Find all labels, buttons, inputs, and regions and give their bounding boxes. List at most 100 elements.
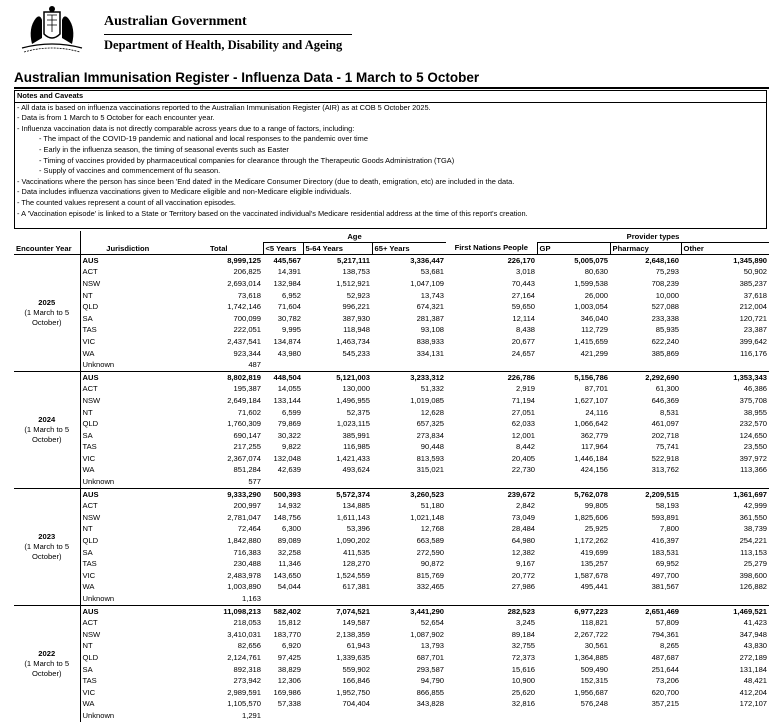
value-cell [263,476,303,488]
value-cell: 1,415,659 [574,336,609,346]
value-cell [303,593,372,605]
table-row: QLD 2,124,761 97,425 1,339,635 687,701 72,373… [14,652,769,664]
value-cell: 32,258 [277,547,301,557]
value-cell: 226,170 [446,253,538,267]
jurisdiction-cell: ACT [82,267,98,277]
table-row: Unknown 1,163 [14,593,769,605]
value-cell [303,710,372,722]
value-cell: 7,074,521 [303,604,372,618]
value-cell: 10,000 [655,290,680,300]
value-cell: 577 [248,477,261,487]
value-cell: 272,590 [416,547,445,557]
value-cell: 1,066,642 [574,419,609,429]
value-cell: 50,902 [743,267,768,277]
column-header: Pharmacy [609,242,682,255]
value-cell: 28,484 [511,524,536,534]
jurisdiction-cell: TAS [82,559,97,569]
value-cell [446,593,537,605]
value-cell: 120,721 [739,313,768,323]
jurisdiction-cell: QLD [82,536,99,546]
value-cell: 149,587 [342,618,370,628]
value-cell: 334,131 [416,348,445,358]
value-cell: 71,194 [511,395,536,405]
table-row: WA 851,284 42,639 493,624 315,021 22,730 424,1… [14,465,769,477]
column-header: Jurisdiction [80,231,175,255]
table-row: VIC 2,367,074 132,048 1,421,433 813,593 20,40… [14,453,769,465]
group-header: Provider types [537,231,770,243]
value-cell: 412,204 [739,687,768,697]
value-cell: 838,933 [416,336,445,346]
value-cell: 399,642 [739,336,768,346]
value-cell: 497,700 [651,570,680,580]
value-cell: 1,512,921 [336,278,370,288]
value-cell: 8,802,819 [175,370,263,384]
value-cell: 5,572,374 [303,487,372,501]
value-cell [610,710,681,722]
value-cell: 48,421 [743,676,768,686]
crest [21,6,83,53]
value-cell: 487,687 [651,652,680,662]
value-cell: 143,650 [273,570,301,580]
value-cell: 617,381 [342,582,370,592]
value-cell: 851,284 [233,465,261,475]
jurisdiction-cell: NSW [82,512,101,522]
table-row: QLD 1,760,309 79,869 1,023,115 657,325 62,033… [14,418,769,430]
value-cell: 116,985 [343,442,370,452]
value-cell: 411,535 [343,547,370,557]
jurisdiction-cell: NT [82,641,93,651]
value-cell: 10,900 [511,676,536,686]
value-cell: 1,469,521 [681,604,770,618]
value-cell: 32,816 [511,699,536,709]
jurisdiction-cell: NT [82,407,93,417]
value-cell: 1,291 [241,710,261,720]
value-cell: 3,018 [516,267,536,277]
value-cell: 202,718 [651,430,680,440]
table-row: VIC 2,483,978 143,650 1,524,559 815,769 20,77… [14,570,769,582]
value-cell: 118,948 [343,325,370,335]
value-cell: 124,650 [739,430,768,440]
value-cell: 892,318 [233,664,261,674]
table-row: QLD 1,742,146 71,604 996,221 674,321 59,650 1,… [14,301,769,313]
jurisdiction-cell: QLD [82,419,99,429]
value-cell: 375,708 [739,395,768,405]
table-row: NSW 3,410,031 183,770 2,138,359 1,087,902 89,… [14,629,769,641]
value-cell: 493,624 [342,465,370,475]
value-cell: 582,402 [263,604,303,618]
jurisdiction-cell: NSW [82,395,101,405]
value-cell: 126,882 [739,582,768,592]
value-cell: 794,361 [651,629,680,639]
jurisdiction-cell: SA [82,313,93,323]
value-cell: 53,396 [346,524,370,534]
value-cell: 509,490 [580,664,609,674]
value-cell: 38,829 [277,664,301,674]
value-cell: 42,639 [277,465,301,475]
value-cell: 12,001 [511,430,536,440]
value-cell [610,593,681,605]
value-cell [681,359,769,371]
value-cell: 38,955 [743,407,768,417]
value-cell: 69,952 [655,559,680,569]
table-row: NT 72,464 6,300 53,396 12,768 28,484 25,925 7,8… [14,524,769,536]
value-cell: 282,523 [446,604,538,618]
note-subitem: - Timing of vaccines provided by pharmac… [39,155,455,165]
value-cell: 385,991 [342,430,370,440]
value-cell [372,593,446,605]
table-row: 2023 (1 March to 5 October) AUS 9,333,290 50… [14,487,770,606]
value-cell: 89,184 [511,629,536,639]
jurisdiction-cell: ACT [82,384,98,394]
value-cell: 70,443 [511,278,536,288]
value-cell: 90,872 [420,559,445,569]
value-cell: 32,755 [511,641,536,651]
value-cell: 3,410,031 [227,629,261,639]
jurisdiction-cell: ACT [82,618,98,628]
value-cell: 71,604 [277,302,301,312]
table-row: Unknown 487 [14,359,769,371]
value-cell [263,710,303,722]
value-cell: 398,600 [739,570,768,580]
value-cell: 41,423 [743,618,768,628]
value-cell: 117,964 [581,442,609,452]
value-cell: 1,023,115 [336,419,370,429]
value-cell: 866,855 [416,687,445,697]
value-cell: 148,756 [273,512,301,522]
